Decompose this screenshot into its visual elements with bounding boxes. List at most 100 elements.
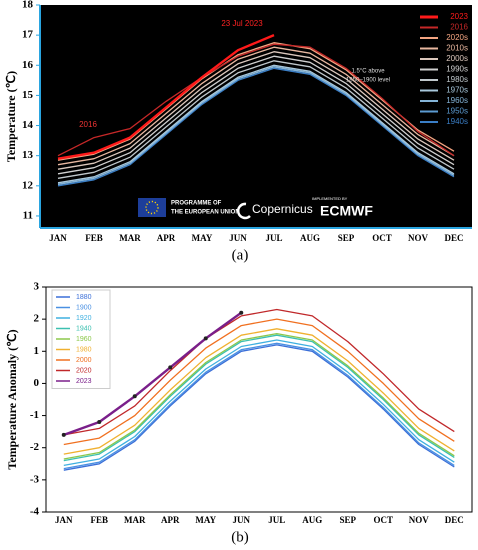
x-tick-label: DEC [444, 233, 463, 243]
annotation: 23 Jul 2023 [221, 19, 263, 28]
annotation: 2016 [79, 120, 97, 129]
logo-text: IMPLEMENTED BY [312, 196, 348, 201]
annotation: 1850–1900 level [346, 78, 390, 84]
legend-label: 2023 [76, 378, 92, 385]
logo-text: PROGRAMME OF [171, 201, 222, 207]
x-tick-label: FEB [90, 515, 108, 525]
y-tick-label: 3 [34, 281, 40, 293]
series-line [57, 55, 455, 175]
series-line [57, 43, 455, 157]
y-tick-label: 13 [22, 149, 34, 161]
legend-label: 1950s [446, 107, 468, 116]
x-tick-label: SEP [339, 515, 356, 525]
annotation: 1.5°C above [351, 69, 385, 75]
y-tick-label: -2 [30, 441, 40, 453]
logo-text: ECMWF [320, 203, 373, 219]
y-tick-label: 11 [23, 209, 33, 221]
plot-frame [45, 286, 473, 513]
x-tick-label: JUL [265, 233, 282, 243]
y-tick-label: -4 [30, 506, 40, 518]
series-line [63, 328, 455, 455]
caption: (b) [231, 529, 249, 545]
series-line [57, 60, 455, 179]
y-tick-label: 12 [22, 179, 34, 191]
series-line [63, 339, 455, 467]
legend-label: 1900 [76, 304, 92, 311]
eu-flag [138, 198, 166, 217]
x-tick-label: JUL [268, 515, 285, 525]
x-tick-label: DEC [445, 515, 464, 525]
legend-label: 2000s [446, 54, 468, 63]
point [97, 420, 102, 424]
x-tick-label: JAN [55, 515, 73, 525]
legend-label: 2020s [446, 33, 468, 42]
y-tick-label: -1 [30, 409, 39, 421]
series-line [63, 334, 455, 462]
x-tick-label: MAY [192, 233, 213, 243]
x-tick-label: JUN [229, 233, 247, 243]
legend-label: 2016 [450, 23, 468, 32]
legend-label: 2010s [446, 44, 468, 53]
y-axis-label: Temperature (℃) [4, 71, 18, 162]
legend-label: 1970s [446, 86, 468, 95]
x-tick-label: AUG [302, 515, 322, 525]
x-tick-label: APR [161, 515, 180, 525]
series-line [63, 311, 243, 437]
y-tick-label: 16 [22, 59, 34, 71]
point [203, 336, 208, 341]
x-tick-label: APR [157, 233, 176, 243]
x-tick-label: OCT [372, 233, 392, 243]
legend-label: 1980s [446, 75, 468, 84]
series-line [63, 344, 455, 471]
series-line [57, 46, 455, 166]
logo-text: THE EUROPEAN UNION [171, 210, 240, 216]
series-line [63, 318, 455, 446]
y-tick-label: 0 [34, 377, 40, 389]
y-tick-label: 2 [34, 313, 40, 325]
legend-label: 1880 [76, 294, 92, 301]
plot-background [40, 5, 472, 228]
x-tick-label: JAN [49, 233, 67, 243]
series-line [63, 332, 455, 460]
point [168, 365, 173, 370]
series-line [63, 308, 455, 436]
x-tick-label: MAR [119, 233, 141, 243]
y-tick-label: 15 [22, 89, 34, 101]
point [61, 432, 66, 437]
legend-label: 1960s [446, 96, 468, 105]
legend-label: 1990s [446, 65, 468, 74]
y-tick-label: 17 [22, 29, 34, 41]
series-line [57, 42, 455, 161]
copernicus-mark [236, 202, 251, 220]
x-tick-label: AUG [300, 233, 320, 243]
y-tick-label: 14 [22, 119, 34, 131]
y-tick-label: 1 [34, 345, 40, 357]
point [239, 310, 244, 315]
x-tick-label: SEP [338, 233, 355, 243]
x-tick-label: JUN [233, 515, 251, 525]
legend-label: 1960 [76, 336, 92, 343]
x-tick-label: FEB [85, 233, 103, 243]
y-axis-label: Temperature Anomaly (℃) [5, 329, 19, 469]
logo-text: Copernicus [252, 202, 313, 216]
series-line [57, 64, 455, 184]
y-tick-label: -3 [30, 473, 40, 485]
series-line [57, 67, 455, 187]
legend-label: 2020 [76, 367, 92, 374]
y-tick-label: 18 [22, 0, 34, 11]
legend-label: 2000 [76, 357, 92, 364]
legend-label: 1980 [76, 346, 92, 353]
x-tick-label: MAY [195, 515, 216, 525]
series-line [63, 342, 455, 470]
point [132, 394, 137, 399]
x-tick-label: NOV [408, 233, 429, 243]
x-tick-label: NOV [409, 515, 430, 525]
caption: (a) [232, 247, 249, 263]
series-line [57, 33, 275, 160]
series-line [57, 66, 455, 185]
series-line [57, 51, 455, 170]
legend-label: 2023 [450, 12, 468, 21]
x-tick-label: OCT [373, 515, 393, 525]
x-tick-label: MAR [124, 515, 146, 525]
